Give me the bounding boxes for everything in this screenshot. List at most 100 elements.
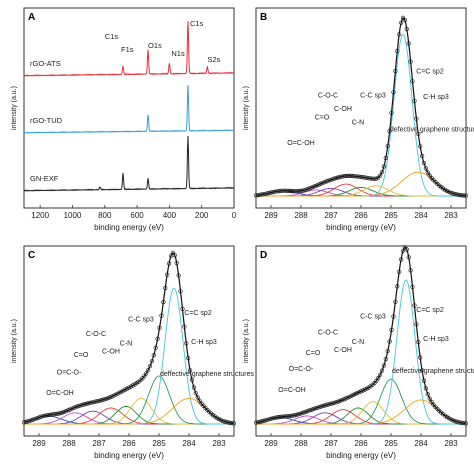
panel-a-peak-label: C1s bbox=[105, 32, 119, 41]
panel-b-data-point bbox=[347, 173, 352, 178]
panel-b-data-point bbox=[330, 177, 335, 182]
panel-c-data-point bbox=[82, 402, 88, 407]
panel-b-data-point bbox=[389, 110, 394, 115]
panel-c-data-point bbox=[180, 306, 185, 312]
panel-b-data-point bbox=[336, 175, 341, 180]
panel-d-data-point bbox=[324, 402, 329, 408]
panel-c-data-point bbox=[60, 410, 65, 415]
panel-c-ylabel: intensity (a.u.) bbox=[11, 319, 18, 363]
panel-a-tick-label: 400 bbox=[163, 211, 177, 220]
panel-d-data-point bbox=[318, 404, 324, 409]
panel-c-data-point bbox=[81, 402, 86, 407]
panel-d-data-point bbox=[294, 412, 299, 418]
panel-d-data-point bbox=[313, 406, 318, 411]
panel-d-data-point bbox=[284, 414, 289, 419]
panel-d-annotation: deffective graphene structures bbox=[392, 368, 474, 375]
panel-d-data-point bbox=[271, 416, 276, 421]
panel-c-data-point bbox=[226, 420, 231, 425]
panel-d-letter: D bbox=[260, 250, 267, 261]
panel-d-data-point bbox=[269, 416, 274, 421]
panel-c-data-point bbox=[167, 261, 172, 266]
panel-a-series-label: rGO-TUD bbox=[30, 116, 63, 125]
panel-d-data-point bbox=[341, 397, 346, 402]
panel-b-data-point bbox=[322, 180, 327, 185]
panel-b-data-point bbox=[412, 98, 417, 103]
panel-b-data-point bbox=[378, 173, 383, 178]
panel-d-annotation: C-O-C bbox=[318, 329, 338, 336]
panel-d-data-point bbox=[326, 402, 331, 407]
panel-a-series-line bbox=[23, 135, 235, 192]
panel-b-data-point bbox=[416, 131, 421, 136]
panel-c-data-point bbox=[67, 407, 72, 412]
panel-b-tick-label: 284 bbox=[414, 211, 428, 220]
panel-d-data-point bbox=[383, 357, 388, 362]
panel-b-data-point bbox=[318, 181, 324, 186]
panel-d-data-point bbox=[301, 410, 306, 415]
panel-c-data-point bbox=[184, 341, 189, 346]
panel-b-tick-label: 286 bbox=[354, 211, 368, 220]
panel-b-data-point bbox=[410, 79, 415, 84]
panel-c-annotation: C-H sp3 bbox=[191, 339, 217, 346]
panel-b-data-point bbox=[261, 192, 266, 197]
panel-c-annotation: O=C-O- bbox=[57, 369, 82, 376]
panel-a-series-label: rGO-ATS bbox=[30, 59, 61, 68]
panel-d-data-point bbox=[322, 403, 327, 408]
panel-c-data-point bbox=[39, 414, 44, 419]
panel-d-data-point bbox=[389, 327, 394, 333]
panel-c-tick-label: 288 bbox=[62, 439, 76, 448]
panel-b-data-point bbox=[324, 179, 329, 184]
panel-b-data-point bbox=[362, 175, 367, 180]
panel-b-data-point bbox=[263, 191, 268, 196]
panel-c-data-point bbox=[182, 324, 187, 329]
panel-b-data-point bbox=[395, 48, 400, 54]
panel-b-data-point bbox=[316, 182, 322, 187]
panel-d-data-point bbox=[429, 399, 434, 405]
panel-b-tick-label: 289 bbox=[264, 211, 278, 220]
panel-a-frame bbox=[23, 7, 235, 209]
panel-d-tick-label: 289 bbox=[264, 439, 278, 448]
panel-c-data-point bbox=[176, 273, 181, 278]
panel-d-data-point bbox=[336, 399, 341, 404]
panel-d-data-point bbox=[273, 415, 278, 420]
panel-d-annotation: O=C-OH bbox=[278, 387, 305, 394]
panel-a-tick-label: 1200 bbox=[31, 211, 49, 220]
panel-b-data-point bbox=[402, 18, 408, 23]
panel-d-data-point bbox=[397, 269, 402, 274]
panel-b-data-point bbox=[320, 180, 325, 185]
panel-c-data-point bbox=[230, 421, 235, 426]
panel-d-data-point bbox=[399, 257, 404, 262]
panel-c-data-point bbox=[86, 401, 91, 406]
panel-c-data-point bbox=[37, 415, 42, 420]
panel-b-annotation: C-OH bbox=[334, 106, 352, 113]
panel-d-data-point bbox=[343, 396, 348, 401]
panel-d-data-point bbox=[330, 401, 335, 406]
panel-c-data-point bbox=[174, 261, 179, 266]
panel-a-series-label: GN-EXF bbox=[30, 174, 59, 183]
panel-d-data-point bbox=[425, 392, 430, 397]
panel-d-tick-label: 283 bbox=[444, 439, 458, 448]
panel-c-data-point bbox=[92, 399, 97, 404]
panel-b-data-point bbox=[463, 193, 469, 198]
panel-b-data-point bbox=[444, 188, 450, 193]
panel-b-data-point bbox=[421, 161, 427, 166]
panel-c-tick-label: 286 bbox=[122, 439, 136, 448]
panel-d-data-point bbox=[456, 420, 461, 425]
panel-d-data-point bbox=[414, 322, 419, 327]
panel-c-data-point bbox=[31, 417, 36, 422]
panel-c-data-point bbox=[63, 409, 69, 414]
panel-a-series-line bbox=[23, 20, 235, 77]
panel-d-data-point bbox=[357, 390, 362, 395]
panel-c-annotation: C-OH bbox=[102, 349, 120, 356]
panel-c-data-point bbox=[146, 368, 151, 373]
panel-b-data-point bbox=[284, 188, 289, 193]
panel-d-data-point bbox=[290, 413, 295, 418]
panel-d-data-point bbox=[374, 378, 379, 384]
panel-b-annotation: C-N bbox=[352, 120, 364, 127]
panel-b-data-point bbox=[381, 164, 387, 169]
panel-d-data-point bbox=[292, 413, 297, 418]
panel-c-tick-label: 289 bbox=[32, 439, 46, 448]
panel-c-data-point bbox=[159, 313, 164, 318]
panel-b-data-point bbox=[368, 176, 373, 181]
panel-b-data-point bbox=[297, 188, 303, 194]
panel-a-xlabel: binding energy (eV) bbox=[94, 223, 164, 232]
